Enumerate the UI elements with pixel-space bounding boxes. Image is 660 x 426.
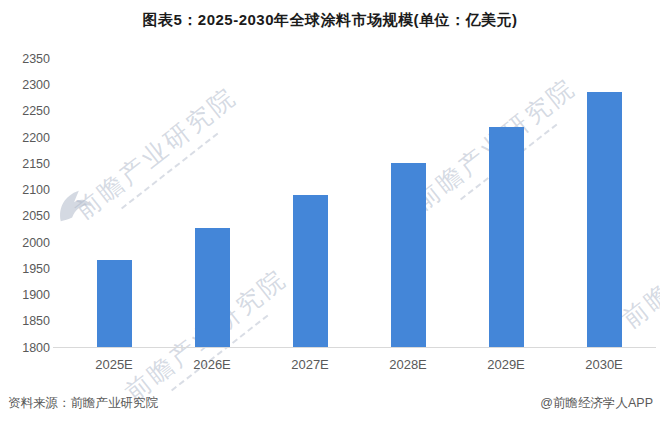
watermark-swoosh-logo-icon: [56, 188, 94, 230]
x-tick-label: 2025E: [65, 357, 163, 373]
bar-2029E: [489, 127, 524, 347]
y-tick-label: 1800: [0, 340, 50, 356]
watermark-brand-text: 前瞻产业研究院: [615, 189, 660, 341]
bar-2027E: [293, 195, 328, 348]
x-tick-label: 2027E: [261, 357, 359, 373]
credit-text: @前瞻经济学人APP: [540, 395, 653, 412]
y-tick-label: 2200: [0, 130, 50, 146]
x-tick-label: 2026E: [163, 357, 261, 373]
y-tick-label: 2300: [0, 77, 50, 93]
x-tick-label: 2028E: [359, 357, 457, 373]
y-tick-label: 2350: [0, 51, 50, 67]
x-tick-label: 2030E: [555, 357, 653, 373]
y-tick-label: 2100: [0, 182, 50, 198]
bar-2025E: [97, 260, 132, 348]
bar-2028E: [391, 163, 426, 348]
y-tick-label: 1900: [0, 287, 50, 303]
y-tick-label: 2050: [0, 208, 50, 224]
watermark-brand-text: 前瞻产业研究院: [68, 80, 247, 232]
x-axis-line: [53, 347, 656, 348]
source-text: 资料来源：前瞻产业研究院: [8, 395, 158, 412]
y-tick-label: 1850: [0, 313, 50, 329]
chart-title: 图表5：2025-2030年全球涂料市场规模(单位：亿美元): [0, 11, 660, 30]
y-tick-label: 2250: [0, 103, 50, 119]
y-tick-label: 2150: [0, 156, 50, 172]
chart-canvas: 图表5：2025-2030年全球涂料市场规模(单位：亿美元) 1800 1850 1…: [0, 0, 660, 426]
y-tick-label: 2000: [0, 235, 50, 251]
x-tick-label: 2029E: [457, 357, 555, 373]
y-tick-label: 1950: [0, 261, 50, 277]
bar-2026E: [195, 228, 230, 348]
bar-2030E: [587, 92, 622, 347]
